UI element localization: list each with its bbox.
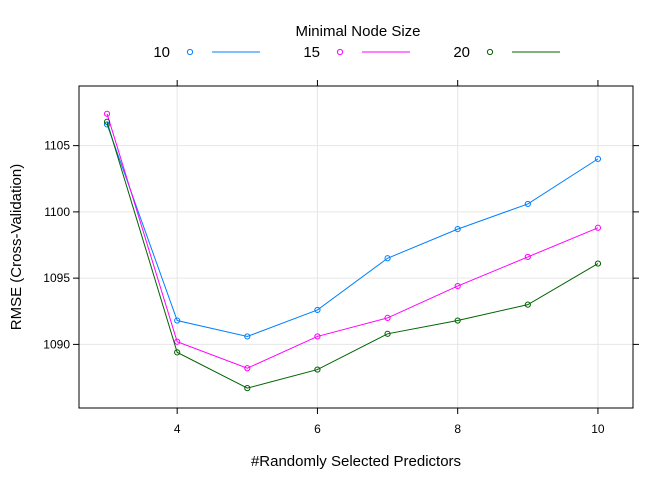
series-line-15 [106,113,599,369]
series-line-20 [106,121,599,389]
data-point [454,282,461,290]
x-tick-label: 8 [454,422,461,436]
series-line-10 [106,124,599,337]
x-tick-label: 6 [314,422,321,436]
data-point [454,317,461,324]
series-15 [103,110,602,372]
data-point [174,317,181,324]
data-point [384,314,391,321]
y-tick-label: 1100 [44,205,70,219]
data-point [244,365,251,372]
grid [79,86,633,408]
series-layer [103,110,602,392]
data-point [174,338,181,345]
series-20 [103,118,602,392]
y-tick-label: 1095 [43,271,70,285]
legend-marker [486,48,494,56]
data-point [594,260,602,267]
legend-entry-10: 10 [153,44,260,61]
data-point [454,226,461,233]
data-point [174,349,181,356]
legend-label: 20 [453,44,470,61]
legend-marker [186,48,194,56]
data-point [384,330,391,337]
data-point [524,301,531,308]
legend-entry-15: 15 [303,44,410,61]
data-point [524,200,531,208]
x-axis-label: #Randomly Selected Predictors [251,453,461,470]
data-point [244,333,251,340]
y-axis: 1090 1095 1100 1105 [43,139,639,351]
data-point [103,110,111,117]
legend-marker [336,48,344,56]
legend-label: 10 [153,44,170,61]
x-tick-label: 10 [591,422,605,436]
y-tick-label: 1090 [43,337,70,351]
data-point [384,255,391,262]
data-point [594,155,602,162]
data-point [244,385,251,392]
x-tick-label: 4 [174,422,181,436]
series-10 [103,121,602,340]
y-tick-label: 1105 [44,139,70,153]
legend-entry-20: 20 [453,44,560,61]
data-point [314,333,321,340]
legend-label: 15 [303,44,320,61]
legend: Minimal Node Size 10 15 20 [153,23,560,61]
data-point [314,306,321,314]
data-point [594,224,602,231]
y-axis-label: RMSE (Cross-Validation) [8,164,25,330]
x-axis: 4 6 8 10 [174,80,605,436]
data-point [314,366,321,373]
plot-frame [78,85,634,409]
legend-title: Minimal Node Size [295,23,420,40]
data-point [103,118,111,125]
data-point [524,253,531,261]
